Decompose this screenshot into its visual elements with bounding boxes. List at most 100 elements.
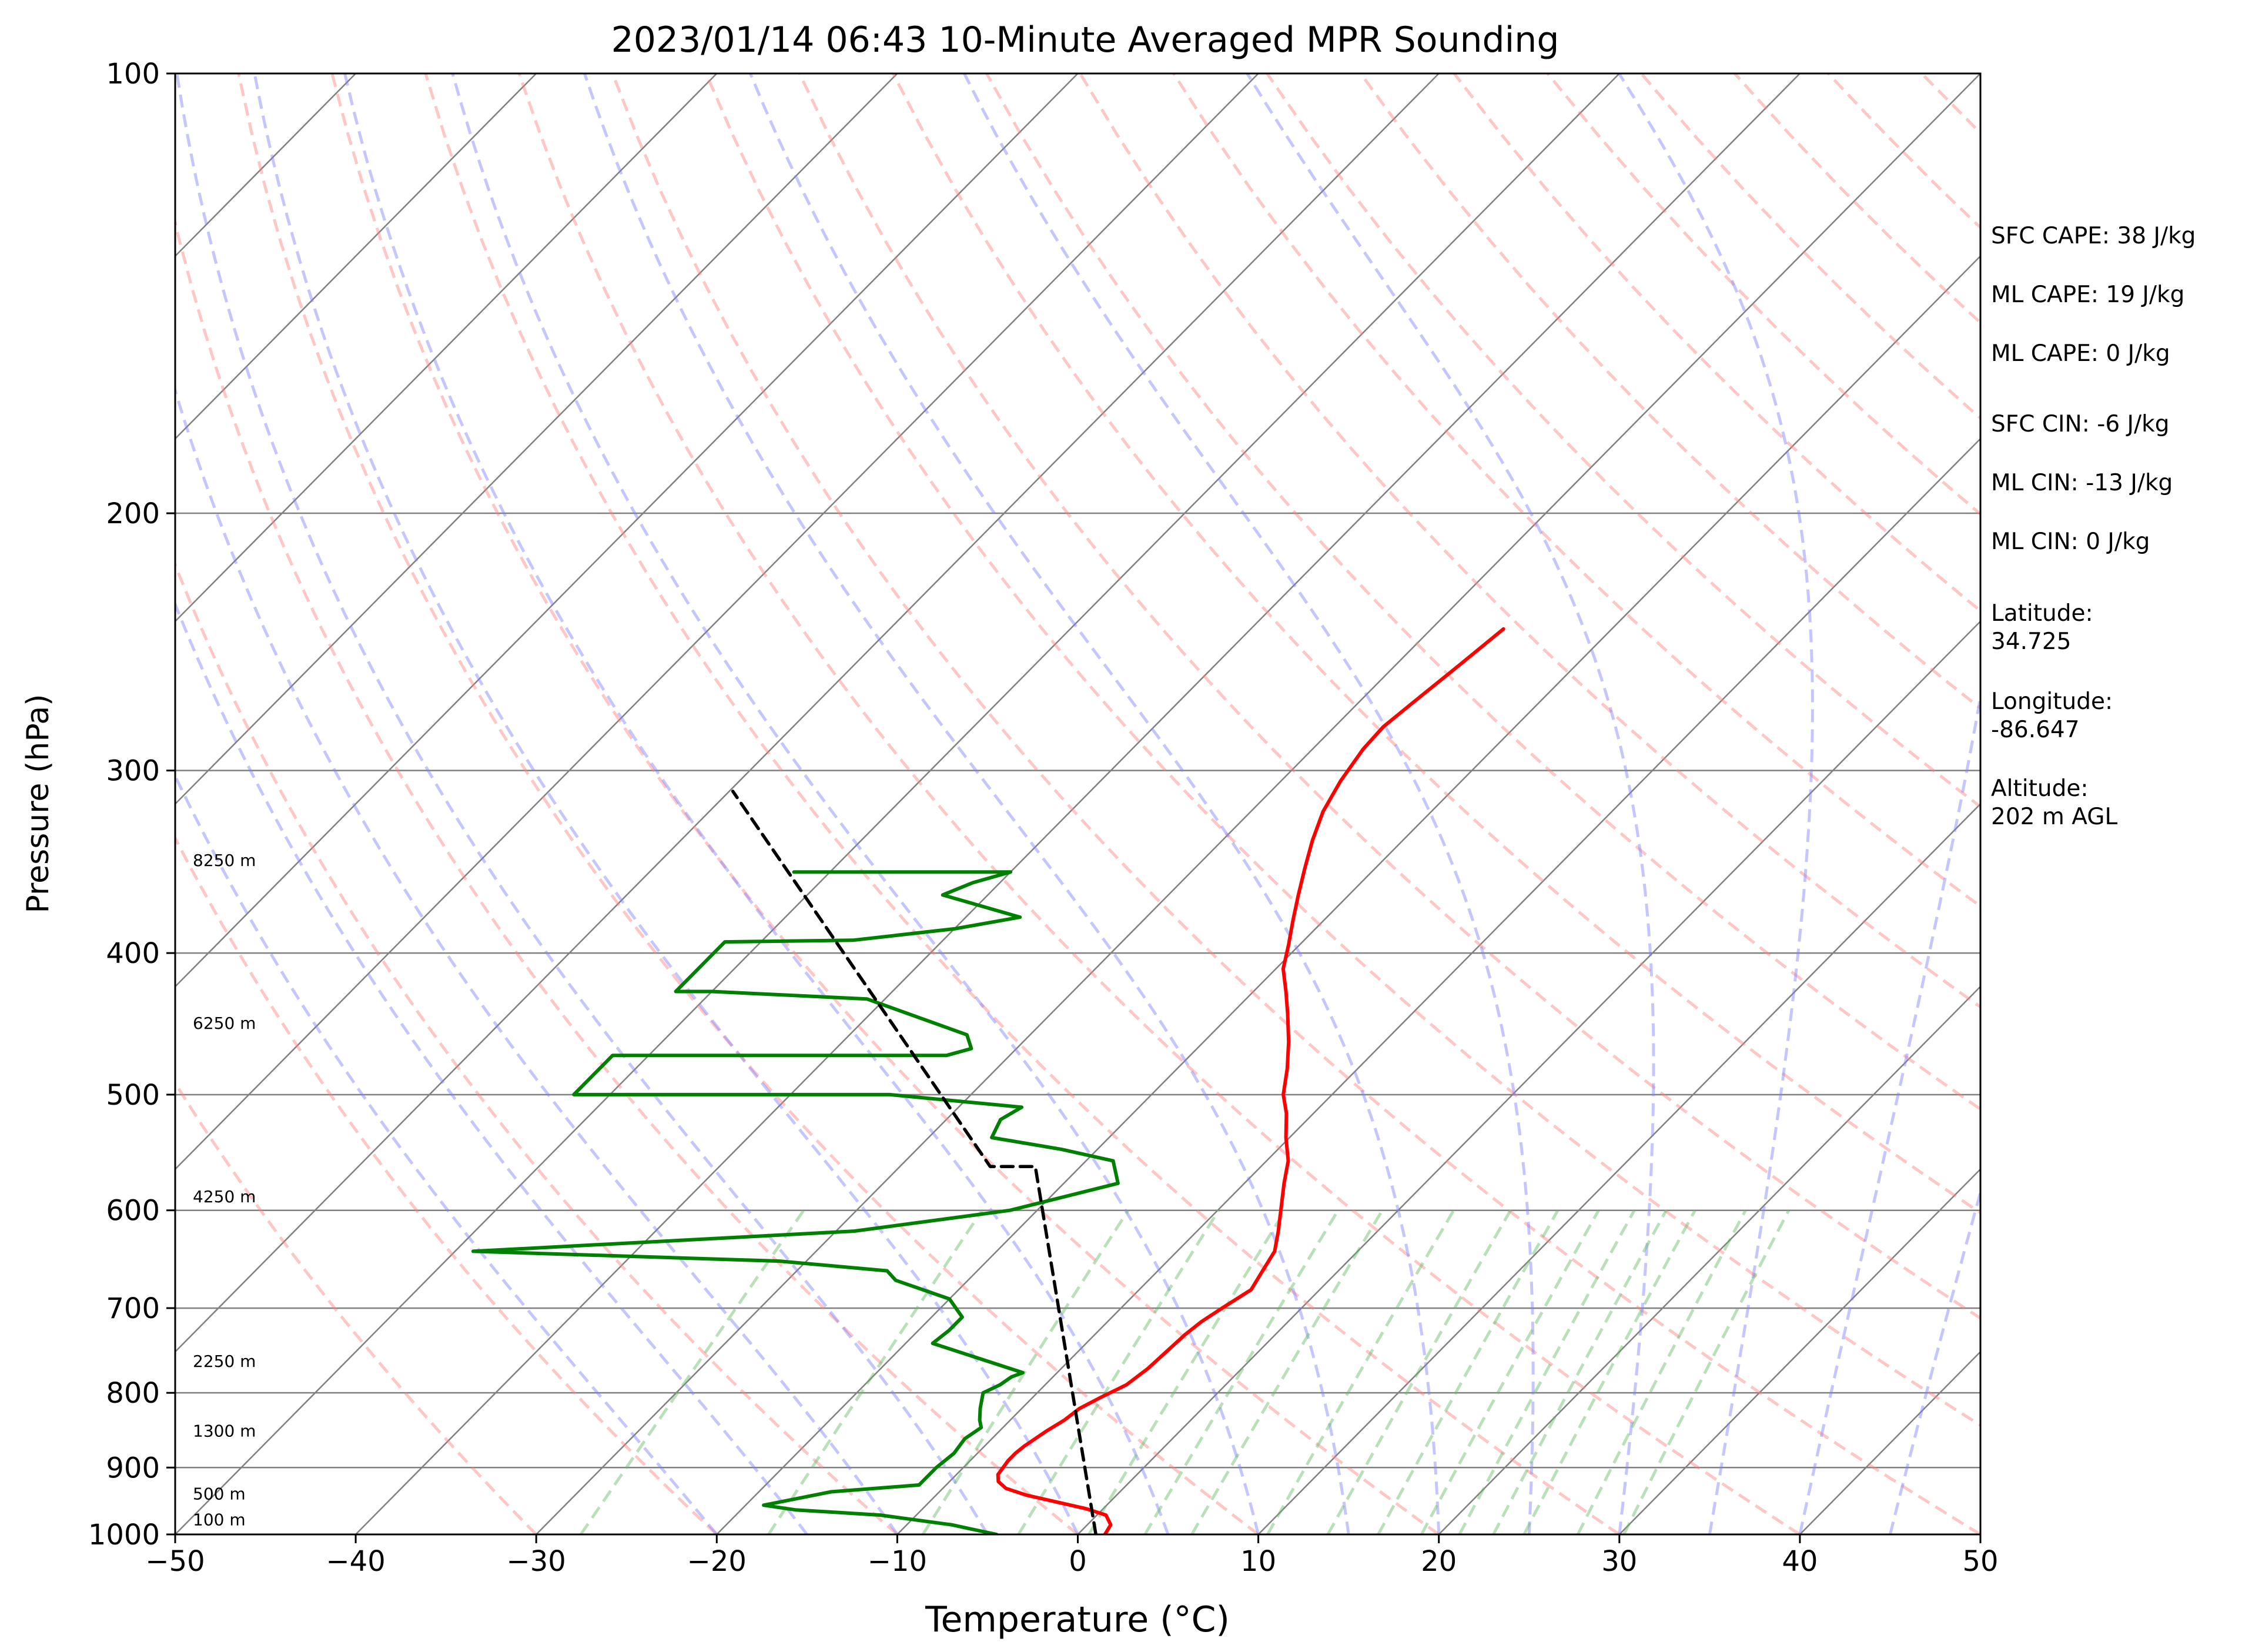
x-tick-label: 0 [1069,1545,1087,1578]
dry-adiabat-line [798,73,1980,1320]
height-labels: 8250 m 6250 m 4250 m 2250 m 1300 m 500 m 100 m [193,851,256,1529]
x-tick-label: 40 [1782,1545,1818,1578]
y-axis-label: Pressure (hPa) [21,694,56,914]
height-label: 1300 m [193,1421,256,1440]
moist-adiabat-line [451,73,1260,1534]
parcel-path-line [731,790,1097,1534]
isotherm-line [896,437,1980,1534]
dry-adiabat-line [175,560,899,1534]
temperature-profile-line [996,627,1505,1534]
isotherm-line [1438,985,1980,1534]
moist-adiabat-line [175,73,989,1534]
isotherm-line [175,73,1440,1353]
moist-adiabat-line [175,600,808,1534]
x-tick-label: 50 [1962,1545,1998,1578]
y-tick-label: 200 [106,497,160,530]
moist-adiabat-line [343,73,1170,1534]
y-tick-label: 400 [106,937,160,970]
isotherm-line [175,73,1259,1171]
dry-adiabat-line [611,73,1980,1534]
chart-title: 2023/01/14 06:43 10-Minute Averaged MPR … [611,19,1560,61]
height-label: 8250 m [193,851,256,870]
x-axis-ticks: −50 −40 −30 −20 −10 0 10 20 30 40 50 [145,1534,1999,1578]
dry-adiabat-line [517,73,1801,1534]
latitude-value: 34.725 [1991,628,2072,655]
mixing-ratio-line [1458,1209,1636,1534]
mixing-ratio-lines [580,1209,1791,1534]
y-tick-label: 100 [106,58,160,91]
mixing-ratio-line [1576,1209,1747,1534]
latitude-label: Latitude: [1991,600,2093,627]
altitude-label: Altitude: [1991,775,2089,802]
isotherm-line [716,255,1980,1534]
height-label: 500 m [193,1484,246,1503]
moist-adiabat-line [1246,73,1655,1534]
x-tick-label: 20 [1421,1545,1457,1578]
ml-cin-label: ML CIN: -13 J/kg [1991,470,2173,496]
mixing-ratio-line [1017,1209,1220,1534]
mixing-ratio-line [1087,1209,1287,1534]
x-tick-label: −50 [145,1545,205,1578]
ml-cape-label-2: ML CAPE: 0 J/kg [1991,340,2170,367]
data-series [471,627,1505,1534]
sfc-cin-label: SFC CIN: -6 J/kg [1991,411,2170,437]
y-tick-label: 800 [106,1377,160,1410]
isotherms [175,73,1980,1534]
dry-adiabat-line [424,73,1621,1534]
y-tick-label: 700 [106,1292,160,1325]
isotherm-line [1077,620,1980,1534]
sfc-cape-label: SFC CAPE: 38 J/kg [1991,223,2196,249]
x-tick-label: −10 [868,1545,927,1578]
height-label: 6250 m [193,1014,256,1033]
x-tick-label: 10 [1240,1545,1276,1578]
height-label: 4250 m [193,1187,256,1206]
mixing-ratio-line [1492,1209,1668,1534]
moist-adiabat-line [963,73,1535,1534]
x-tick-label: 30 [1601,1545,1637,1578]
isotherm-line [1257,802,1980,1534]
isotherm-line [175,73,718,623]
isotherm-line [175,73,1620,1534]
x-axis-label: Temperature (°C) [925,1599,1230,1640]
x-tick-label: −40 [326,1545,385,1578]
moist-adiabat-line [749,73,1441,1534]
mixing-ratio-line [921,1209,1130,1534]
altitude-value: 202 m AGL [1991,804,2118,830]
y-tick-label: 1000 [88,1519,160,1551]
dry-adiabat-line [1266,73,1980,809]
moist-adiabat-line [1798,689,1980,1534]
mixing-ratio-line [1326,1209,1512,1534]
height-label: 100 m [193,1510,246,1530]
moist-adiabat-line [1888,1187,1980,1534]
mixing-ratio-line [1622,1209,1791,1534]
ml-cin-label-2: ML CIN: 0 J/kg [1991,529,2150,555]
mixing-ratio-line [1266,1209,1455,1534]
isotherm-line [1618,1168,1980,1534]
y-tick-label: 300 [106,755,160,788]
mixing-ratio-line [1190,1209,1384,1534]
x-tick-label: −20 [687,1545,747,1578]
y-axis-ticks: 100 200 300 400 500 600 700 800 900 1000 [88,58,175,1551]
moist-adiabat-line [1618,73,1814,1534]
isotherm-line [175,73,1079,988]
longitude-value: -86.647 [1991,717,2080,743]
mixing-ratio-line [1522,1209,1696,1534]
x-tick-label: −30 [507,1545,566,1578]
y-tick-label: 600 [106,1195,160,1228]
dewpoint-profile-line [471,870,1120,1534]
dry-adiabat-line [175,1080,537,1534]
dry-adiabat-line [175,835,718,1534]
dry-adiabat-line [330,73,1440,1534]
dry-adiabat-line [892,73,1980,1215]
y-tick-label: 900 [106,1452,160,1484]
mixing-ratio-line [767,1209,983,1534]
moist-adiabat-line [175,385,899,1534]
ml-cape-label: ML CAPE: 19 J/kg [1991,282,2185,308]
y-tick-label: 500 [106,1079,160,1112]
dry-adiabat-line [237,73,1260,1534]
dry-adiabat-line [704,73,1980,1427]
mixing-ratio-line [1143,1209,1340,1534]
isotherm-line [355,73,1801,1534]
longitude-label: Longitude: [1991,688,2113,715]
